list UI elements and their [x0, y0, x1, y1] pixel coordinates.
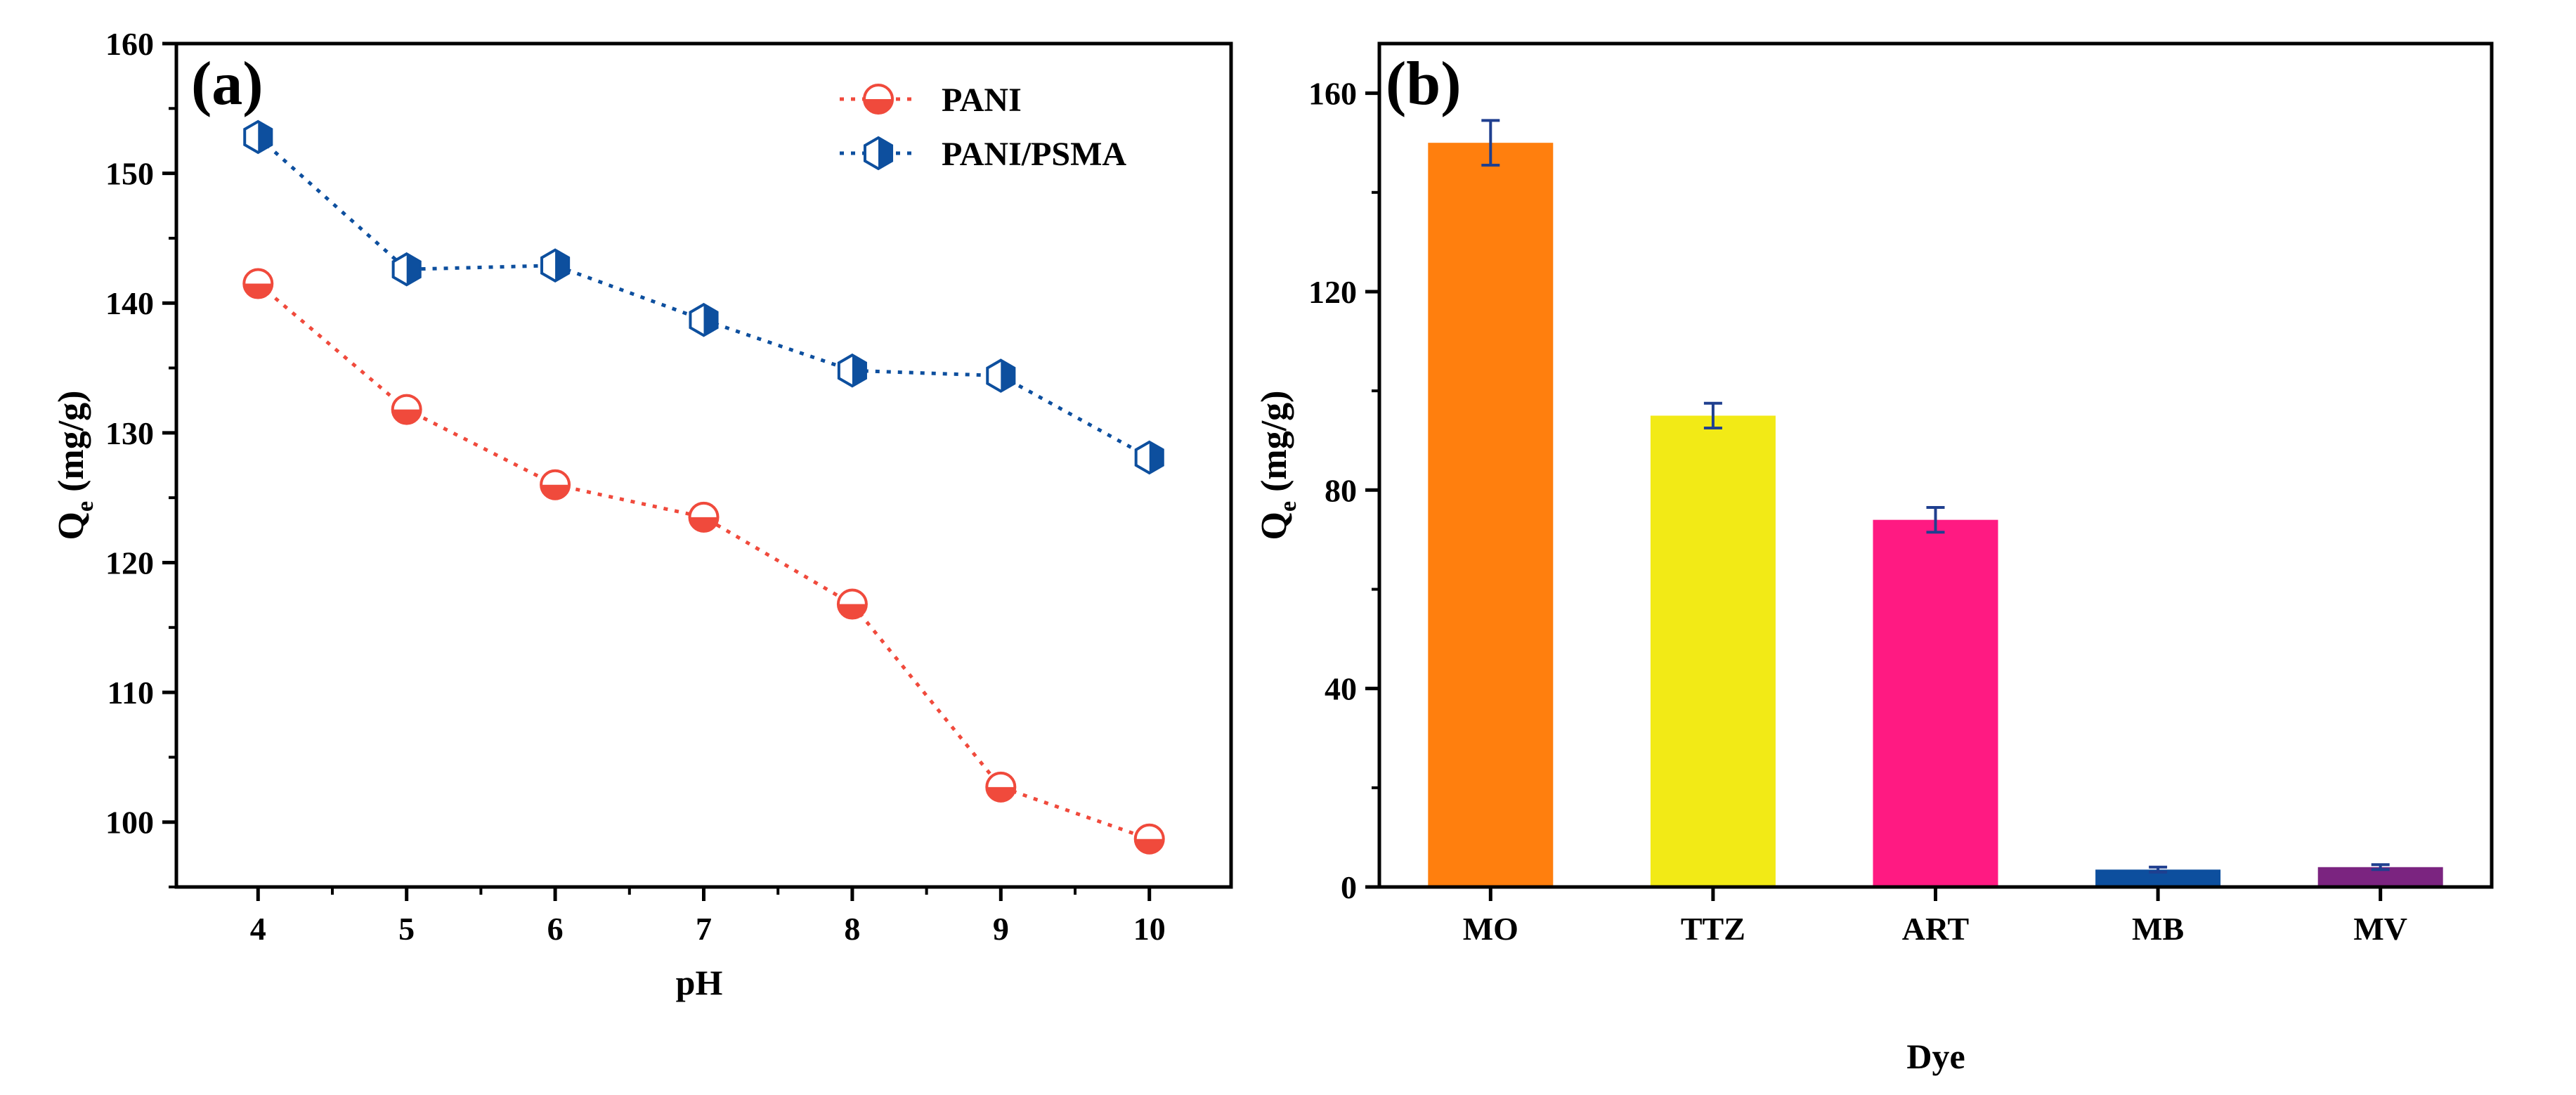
data-point-pani: [391, 394, 422, 425]
panel-b-y-title-symbol: Q: [1254, 512, 1294, 540]
panel-a-y-tick-label: 160: [105, 26, 154, 62]
data-point-pani: [836, 588, 868, 620]
error-bar-mo: [1481, 119, 1500, 167]
panel-b-x-tick-label: TTZ: [1681, 911, 1745, 947]
panel-a-y-tick-label: 110: [108, 675, 154, 711]
panel-a-y-tick-label: 140: [105, 285, 154, 321]
error-bar-mv: [2371, 863, 2390, 872]
panel-b-label: (b): [1386, 50, 1462, 118]
data-point-pani: [242, 268, 274, 299]
panel-a-x-axis-title: pH: [676, 963, 723, 1002]
data-point-pani-psma: [540, 248, 571, 283]
data-point-pani-psma: [391, 252, 422, 287]
error-bar-ttz: [1703, 401, 1722, 430]
panel-b-y-tick-label: 40: [1325, 671, 1357, 707]
panel-b-y-tick-label: 160: [1308, 76, 1357, 112]
panel-a-y-axis-title: Qe (mg/g): [51, 391, 98, 540]
data-point-pani-psma: [689, 302, 719, 337]
panel-b-y-tick-label: 80: [1325, 472, 1357, 508]
legend-marker-pani: [863, 84, 894, 115]
panel-a-x-tick-label: 10: [1133, 911, 1166, 947]
panel-a-legend: PANI PANI/PSMA: [840, 82, 1126, 173]
panel-b-y-title-unit: (mg/g): [1254, 391, 1294, 492]
panel-a-x-tick-label: 4: [250, 911, 266, 947]
panel-a-y-title-unit: (mg/g): [51, 391, 91, 492]
data-point-pani-psma: [986, 358, 1016, 393]
panel-b-y-title-subscript: e: [1275, 501, 1301, 512]
panel-a-y-title-subscript: e: [72, 501, 98, 512]
legend-marker-pani-psma: [863, 136, 894, 171]
panel-a-x-tick-label: 6: [547, 911, 564, 947]
bar-ttz: [1650, 415, 1776, 887]
data-point-pani: [688, 501, 720, 533]
panel-b-x-tick-label: ART: [1902, 911, 1970, 947]
legend-label-pani: PANI: [942, 82, 1022, 119]
panel-b-y-tick-label: 120: [1308, 274, 1357, 310]
data-point-pani: [540, 469, 571, 500]
panel-a-x-tick-label: 9: [993, 911, 1009, 947]
panel-b-x-tick-label: MO: [1463, 911, 1518, 947]
panel-a-series-lines: [256, 136, 1150, 841]
panel-a-ticks: 4 5 6 7 8 9 10 100 110 120 130 140 150 160: [105, 26, 1166, 947]
panel-a-frame: [174, 41, 1233, 889]
panel-b-x-tick-label: MV: [2353, 911, 2407, 947]
panel-a-line-chart: 4 5 6 7 8 9 10 100 110 120 130 140 150 160 (a) PANI P…: [51, 26, 1233, 1002]
panel-a-y-title-symbol: Q: [51, 512, 91, 540]
panel-a-y-tick-label: 120: [105, 545, 154, 581]
data-point-pani-psma: [837, 353, 867, 388]
bar-mo: [1428, 143, 1554, 887]
error-bar-art: [1926, 506, 1945, 534]
panel-a-y-tick-label: 150: [105, 156, 154, 192]
series-line-pani: [256, 282, 1150, 841]
data-point-pani: [985, 771, 1017, 803]
panel-b-y-tick-label: 0: [1341, 869, 1357, 905]
panel-b-x-tick-label: MB: [2132, 911, 2184, 947]
panel-b-bars: [1428, 143, 2443, 887]
bar-art: [1873, 519, 1998, 887]
data-point-pani: [1133, 823, 1165, 855]
panel-b-ticks: 0 40 80 120 160 MO TTZ ART MB MV: [1308, 76, 2407, 947]
panel-a-y-tick-label: 100: [105, 805, 154, 841]
panel-a-markers: [242, 119, 1165, 855]
panel-a-x-tick-label: 5: [398, 911, 415, 947]
data-point-pani-psma: [243, 119, 273, 155]
panel-b-error-bars: [1481, 119, 2390, 874]
legend-label-pani-psma: PANI/PSMA: [942, 136, 1126, 173]
panel-a-x-tick-label: 7: [696, 911, 712, 947]
panel-b-x-axis-title: Dye: [1906, 1037, 1965, 1076]
error-bar-mb: [2149, 865, 2168, 874]
panel-b-y-axis-title: Qe (mg/g): [1254, 391, 1301, 540]
panel-a-x-tick-label: 8: [844, 911, 860, 947]
panel-a-label: (a): [191, 50, 264, 118]
panel-b-frame: [1377, 41, 2494, 889]
panel-b-bar-chart: 0 40 80 120 160 MO TTZ ART MB MV (b) Dye Qe (mg/g…: [1254, 41, 2494, 1076]
panel-a-y-tick-label: 130: [105, 415, 154, 451]
data-point-pani-psma: [1134, 440, 1164, 475]
